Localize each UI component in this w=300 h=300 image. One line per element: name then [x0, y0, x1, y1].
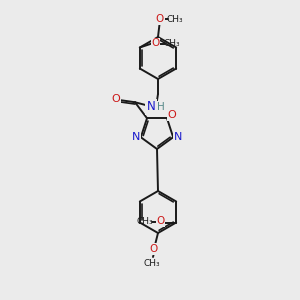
- Text: N: N: [147, 100, 155, 113]
- Text: O: O: [112, 94, 120, 104]
- Text: N: N: [132, 132, 140, 142]
- Text: CH₃: CH₃: [137, 217, 154, 226]
- Text: CH₃: CH₃: [164, 39, 180, 48]
- Text: O: O: [168, 110, 176, 120]
- Text: O: O: [156, 14, 164, 24]
- Text: H: H: [157, 102, 165, 112]
- Text: O: O: [156, 217, 164, 226]
- Text: O: O: [152, 38, 160, 49]
- Text: N: N: [174, 132, 182, 142]
- Text: CH₃: CH₃: [167, 14, 183, 23]
- Text: O: O: [150, 244, 158, 254]
- Text: CH₃: CH₃: [144, 259, 160, 268]
